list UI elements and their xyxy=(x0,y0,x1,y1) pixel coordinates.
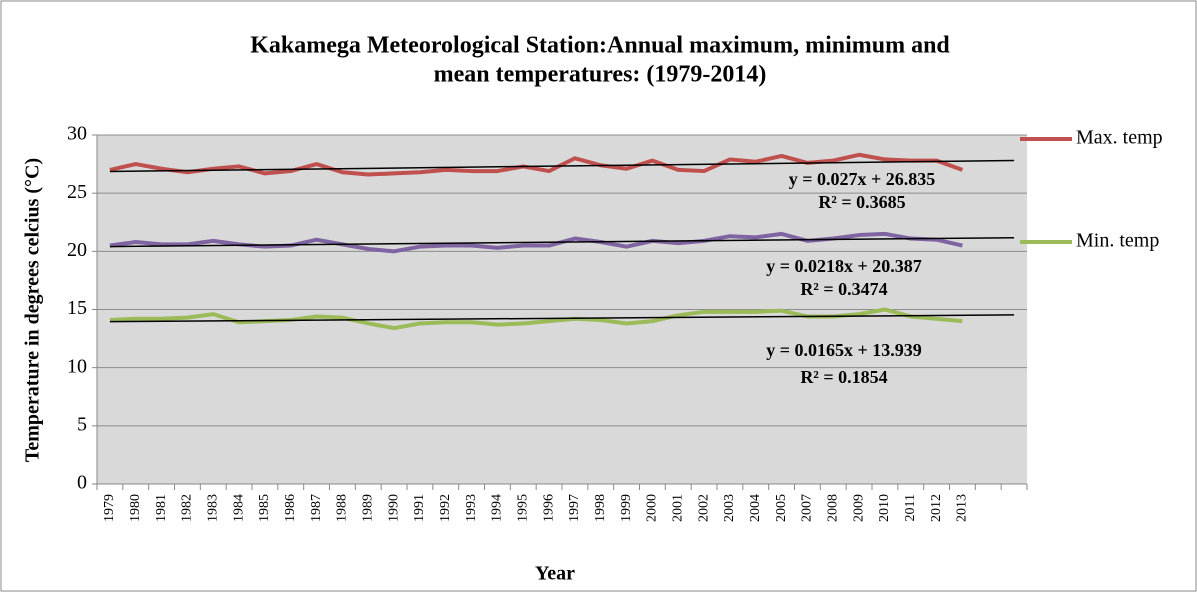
y-tick-label: 30 xyxy=(67,123,87,145)
trendline-r2: R² = 0.1854 xyxy=(800,367,887,387)
x-tick-label: 1982 xyxy=(180,494,195,522)
trendline-equation: y = 0.027x + 26.835 xyxy=(789,169,936,189)
x-tick-label: 2007 xyxy=(800,494,815,522)
x-tick-label: 2005 xyxy=(774,494,789,522)
x-tick-label: 2004 xyxy=(748,494,763,522)
legend-label: Min. temp xyxy=(1076,230,1159,252)
trendline xyxy=(109,236,1015,248)
trendline-r2: R² = 0.3474 xyxy=(800,279,887,299)
y-tick-label: 20 xyxy=(67,239,87,261)
x-tick-label: 1988 xyxy=(335,494,350,522)
legend-label: Max. temp xyxy=(1076,127,1163,149)
y-tick-label: 15 xyxy=(67,297,87,319)
x-tick-label: 2010 xyxy=(877,494,892,522)
x-tick-label: 1983 xyxy=(205,494,220,522)
trendline-equation: y = 0.0218x + 20.387 xyxy=(766,256,922,276)
x-tick-label: 1991 xyxy=(412,494,427,522)
x-tick-label: 1992 xyxy=(438,494,453,522)
x-tick-label: 1999 xyxy=(619,494,634,522)
x-tick-label: 1986 xyxy=(283,494,298,522)
x-axis-label: Year xyxy=(535,563,575,585)
x-tick-label: 2013 xyxy=(955,494,970,522)
y-tick-label: 10 xyxy=(67,355,87,377)
x-tick-label: 2012 xyxy=(929,494,944,522)
y-axis-label: Temperature in degrees celcius (°C) xyxy=(22,158,44,462)
y-tick-label: 5 xyxy=(77,413,87,435)
x-tick-label: 1980 xyxy=(128,494,143,522)
y-tick-label: 25 xyxy=(67,181,87,203)
trendline-r2: R² = 0.3685 xyxy=(818,192,905,212)
x-tick-label: 1998 xyxy=(593,494,608,522)
x-tick-label: 1995 xyxy=(515,494,530,522)
x-tick-label: 2001 xyxy=(670,494,685,522)
x-tick-label: 1990 xyxy=(386,494,401,522)
x-tick-label: 1989 xyxy=(360,494,375,522)
x-tick-label: 1993 xyxy=(464,494,479,522)
x-tick-label: 1979 xyxy=(102,494,117,522)
x-tick-label: 1987 xyxy=(309,494,324,522)
x-tick-label: 2008 xyxy=(825,494,840,522)
x-tick-label: 1997 xyxy=(567,494,582,522)
x-tick-label: 2000 xyxy=(645,494,660,522)
x-tick-label: 1996 xyxy=(541,494,556,522)
x-tick-label: 1984 xyxy=(231,494,246,522)
x-tick-label: 1994 xyxy=(490,494,505,522)
chart-title: Kakamega Meteorological Station:Annual m… xyxy=(250,33,950,59)
x-tick-label: 2002 xyxy=(696,494,711,522)
trendline-equation: y = 0.0165x + 13.939 xyxy=(766,340,922,360)
trendline xyxy=(109,314,1015,323)
chart-title: mean temperatures: (1979-2014) xyxy=(434,62,767,88)
trendline xyxy=(109,159,1015,173)
x-tick-label: 1981 xyxy=(154,494,169,522)
x-tick-label: 2011 xyxy=(903,494,918,521)
x-tick-label: 1985 xyxy=(257,494,272,522)
x-tick-label: 2009 xyxy=(851,494,866,522)
x-tick-label: 2003 xyxy=(722,494,737,522)
y-tick-label: 0 xyxy=(77,472,87,494)
